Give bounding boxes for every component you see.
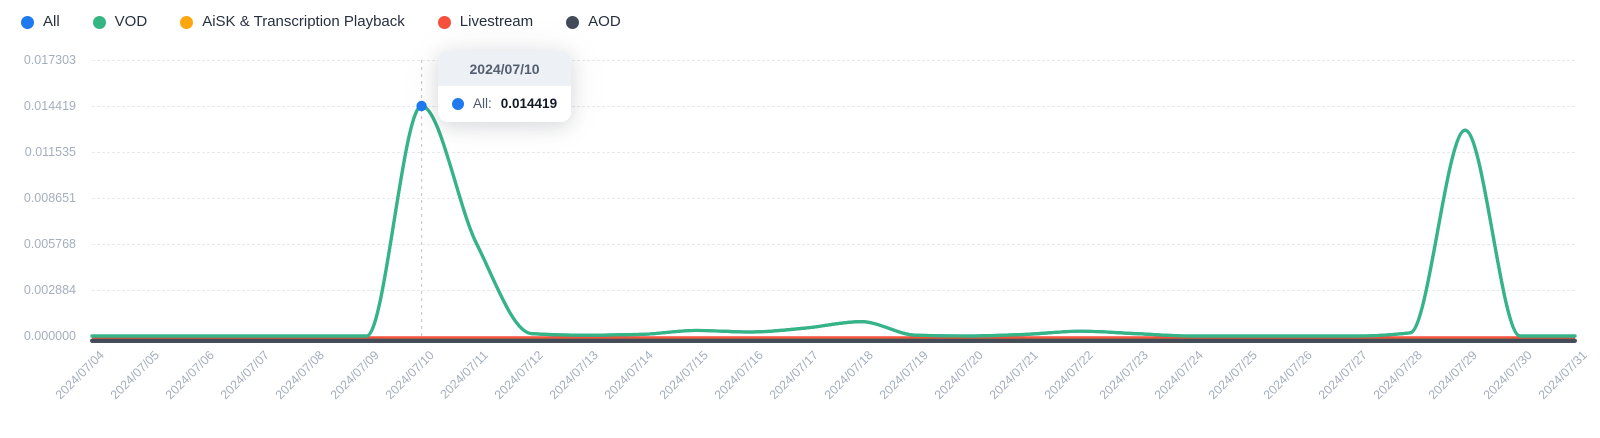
legend-label-vod: VOD xyxy=(114,13,148,30)
legend-label-aod: AOD xyxy=(588,13,621,30)
legend-label-livestream: Livestream xyxy=(459,13,534,30)
legend-dot-livestream xyxy=(437,15,451,29)
highlight-marker xyxy=(416,100,427,112)
gridline xyxy=(92,106,1575,107)
y-axis-tick-label: 0.008651 xyxy=(23,191,76,205)
tooltip-series-value: 0.014419 xyxy=(500,96,558,111)
legend-item-aisk-transcription-playback[interactable]: AiSK & Transcription Playback xyxy=(180,10,405,34)
legend-item-livestream[interactable]: Livestream xyxy=(437,10,534,34)
y-axis-tick-label: 0.005768 xyxy=(23,236,76,251)
legend-label-all: All xyxy=(43,13,60,30)
y-axis-tick-label: 0.014419 xyxy=(23,99,76,113)
gridline xyxy=(92,60,1575,61)
gridline xyxy=(92,243,1575,245)
gridline xyxy=(92,152,1575,153)
legend-dot-all xyxy=(21,15,34,29)
y-axis-tick-label: 0.000000 xyxy=(23,329,76,343)
gridline xyxy=(92,198,1575,199)
legend-dot-aisk xyxy=(180,15,194,29)
legend-item-vod[interactable]: VOD xyxy=(92,10,148,34)
tooltip-series-dot xyxy=(452,97,464,110)
tooltip-date: 2024/07/10 xyxy=(438,51,572,86)
legend-item-aod[interactable]: AOD xyxy=(566,10,621,34)
legend-item-all[interactable]: All xyxy=(21,10,60,34)
legend-dot-aod xyxy=(566,15,580,29)
gridline xyxy=(92,289,1575,291)
series-line-all xyxy=(90,104,1577,338)
y-axis-tick-label: 0.002884 xyxy=(23,282,76,297)
y-axis-tick-label: 0.017303 xyxy=(23,53,76,67)
legend-dot-vod xyxy=(92,15,106,29)
series-line-vod xyxy=(90,104,1577,338)
tooltip-series-label: All: xyxy=(473,96,492,111)
chart-legend: All VOD AiSK & Transcription Playback Li… xyxy=(21,10,621,34)
chart-tooltip: 2024/07/10 All: 0.014419 xyxy=(438,51,572,122)
tooltip-body: All: 0.014419 xyxy=(438,86,572,122)
y-axis-tick-label: 0.011535 xyxy=(24,145,76,159)
legend-label-aisk: AiSK & Transcription Playback xyxy=(202,13,405,30)
